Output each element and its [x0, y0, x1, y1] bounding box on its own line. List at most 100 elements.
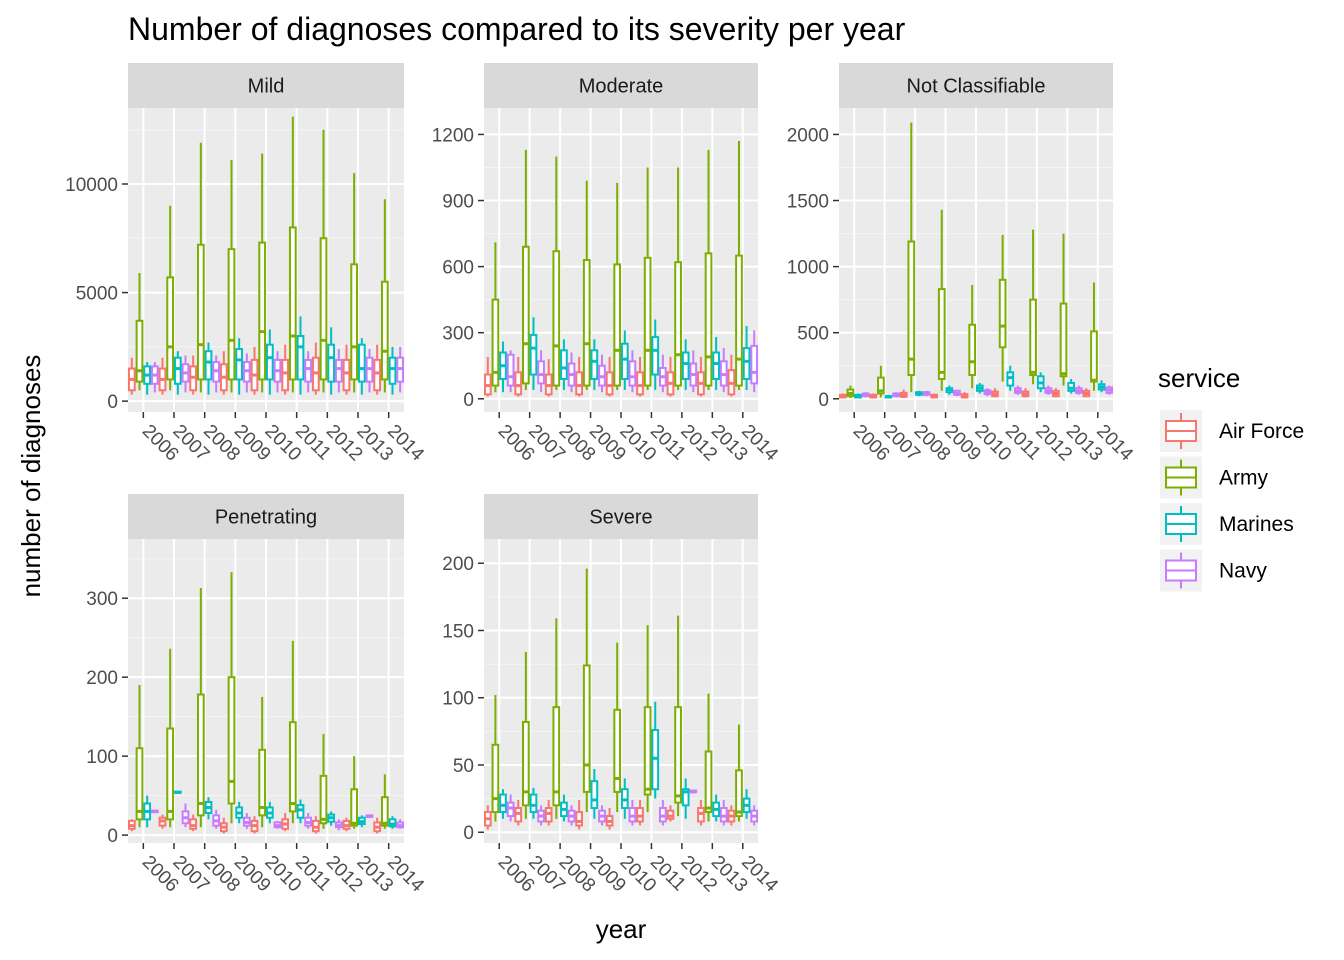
box-body	[613, 708, 622, 793]
box-body	[380, 280, 389, 381]
box-air-force-2010	[250, 346, 259, 395]
box-body	[907, 240, 916, 376]
box-army-2014	[1090, 282, 1098, 391]
box-body	[265, 343, 274, 381]
box-marines-2010	[265, 801, 274, 824]
box-body	[227, 248, 236, 381]
y-tick-label: 300	[442, 324, 474, 345]
box-body	[1090, 330, 1098, 383]
legend-entry-marines: Marines	[1160, 503, 1294, 545]
box-air-force-2007	[158, 357, 167, 395]
box-navy-2006	[506, 350, 515, 393]
box-army-2013	[1059, 233, 1068, 386]
box-body	[681, 788, 690, 807]
box-body	[636, 371, 644, 396]
box-navy-2011	[659, 799, 667, 826]
box-air-force-2007	[514, 799, 523, 826]
legend: service Air Force Army Marines Navy	[1158, 363, 1304, 592]
box-marines-2008	[560, 794, 568, 822]
box-army-2010	[613, 182, 622, 390]
box-army-2013	[350, 756, 359, 829]
box-air-force-2008	[544, 799, 553, 826]
y-tick-label: 1200	[432, 125, 474, 146]
strip-label-mild: Mild	[248, 76, 285, 98]
box-body	[357, 343, 366, 383]
y-axis-title: number of diagnoses	[16, 355, 46, 598]
box-body	[380, 796, 389, 827]
box-body	[613, 263, 622, 387]
box-marines-2007	[529, 787, 538, 819]
box-army-2011	[288, 116, 297, 393]
box-body	[296, 335, 305, 381]
box-marines-2009	[590, 769, 599, 819]
box-air-force-2012	[311, 342, 320, 395]
box-body	[491, 743, 500, 814]
box-marines-2012	[681, 778, 690, 819]
box-army-2013	[704, 149, 713, 390]
box-body	[135, 747, 144, 821]
box-air-force-2006	[483, 356, 492, 397]
box-army-2010	[613, 642, 622, 813]
y-tick-label: 100	[86, 747, 118, 768]
y-tick-label: 50	[453, 756, 474, 777]
box-air-force-2014	[373, 344, 382, 395]
box-navy-2010	[273, 820, 282, 829]
box-marines-2008	[915, 390, 923, 397]
box-navy-2008	[567, 352, 576, 393]
box-army-2010	[258, 696, 267, 828]
box-marines-2008	[560, 339, 568, 390]
box-marines-2008	[204, 342, 213, 395]
box-army-2006	[491, 242, 500, 393]
box-army-2009	[227, 572, 236, 824]
box-air-force-2006	[483, 805, 492, 830]
panel-not-classifiable: Not Classifiable050010001500200020062007…	[787, 63, 1137, 466]
box-navy-2011	[304, 812, 313, 829]
box-navy-2013	[719, 348, 728, 393]
box-army-2006	[846, 385, 855, 399]
box-army-2014	[735, 724, 743, 822]
box-air-force-2007	[158, 814, 167, 829]
legend-label: Air Force	[1219, 420, 1304, 443]
box-army-2009	[582, 568, 591, 813]
box-navy-2013	[365, 349, 374, 393]
panel-mild: Mild050001000020062007200820092010201120…	[65, 63, 428, 466]
box-army-2006	[135, 273, 144, 391]
box-navy-2008	[212, 809, 221, 829]
box-army-2011	[643, 625, 652, 813]
panel-severe: Severe0501001502002006200720082009201020…	[442, 494, 782, 897]
box-army-2007	[522, 149, 530, 390]
box-body	[937, 288, 946, 380]
box-navy-2006	[506, 794, 515, 822]
box-body	[742, 347, 751, 380]
legend-label: Navy	[1219, 560, 1267, 583]
box-air-force-2012	[1021, 388, 1030, 398]
box-army-2012	[674, 615, 682, 817]
box-army-2012	[319, 734, 328, 829]
box-marines-2012	[327, 811, 336, 826]
box-marines-2009	[590, 339, 599, 390]
box-body	[166, 276, 175, 381]
box-navy-2009	[598, 805, 606, 826]
box-army-2012	[674, 167, 682, 390]
y-tick-label: 900	[442, 192, 474, 213]
box-air-force-2010	[960, 392, 969, 399]
box-body	[643, 706, 652, 796]
box-body	[1059, 302, 1068, 378]
box-body	[529, 333, 538, 376]
box-navy-2009	[953, 389, 961, 397]
box-body	[319, 237, 328, 381]
box-body	[643, 256, 652, 387]
box-army-2014	[735, 141, 743, 390]
box-air-force-2014	[373, 817, 382, 834]
box-navy-2007	[181, 355, 190, 393]
box-army-2009	[227, 160, 236, 393]
legend-entry-air-force: Air Force	[1160, 410, 1304, 452]
box-marines-2013	[712, 794, 720, 822]
box-navy-2014	[396, 346, 405, 393]
box-marines-2013	[357, 338, 366, 395]
box-navy-2008	[212, 355, 221, 393]
box-body	[575, 371, 583, 396]
box-air-force-2013	[697, 356, 705, 397]
strip-background	[128, 63, 404, 108]
